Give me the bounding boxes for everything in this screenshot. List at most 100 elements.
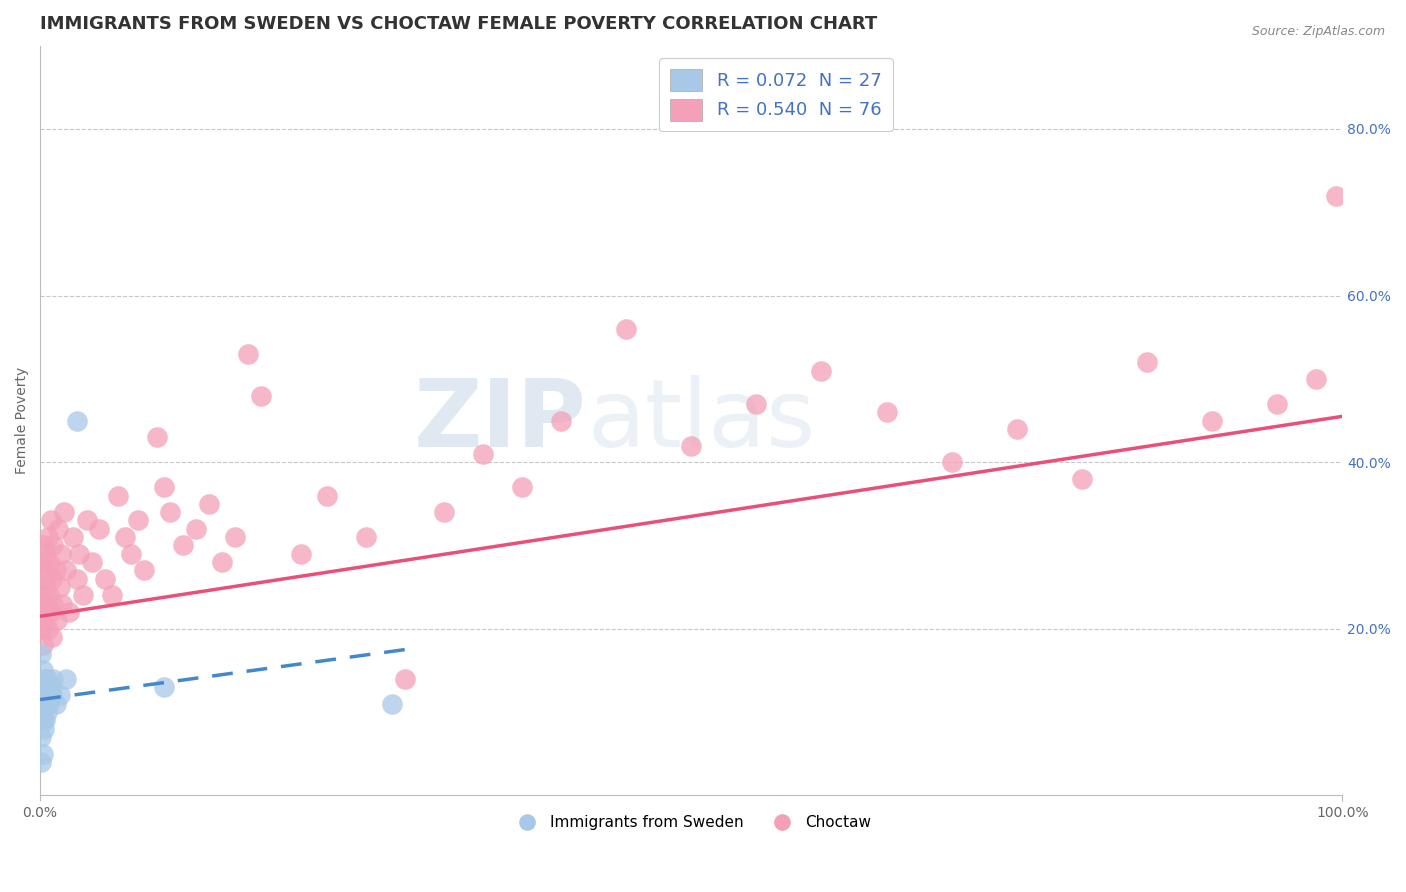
Point: [55, 672, 77, 686]
Point: [745, 397, 768, 411]
Point: [37, 622, 59, 636]
Point: [35, 597, 58, 611]
Point: [41, 689, 63, 703]
Point: [30, 755, 52, 769]
Point: [34, 714, 56, 728]
Point: [681, 438, 703, 452]
Point: [100, 589, 122, 603]
Legend: Immigrants from Sweden, Choctaw: Immigrants from Sweden, Choctaw: [506, 809, 877, 837]
Point: [41, 572, 63, 586]
Point: [30, 555, 52, 569]
Point: [30, 705, 52, 719]
Point: [32, 722, 55, 736]
Point: [315, 488, 337, 502]
Text: Source: ZipAtlas.com: Source: ZipAtlas.com: [1251, 25, 1385, 38]
Point: [198, 497, 221, 511]
Point: [211, 555, 233, 569]
Point: [38, 555, 60, 569]
Point: [159, 505, 181, 519]
Point: [471, 447, 494, 461]
Point: [35, 672, 58, 686]
Point: [153, 680, 176, 694]
Point: [550, 413, 572, 427]
Text: atlas: atlas: [588, 375, 815, 467]
Point: [31, 689, 53, 703]
Point: [381, 697, 404, 711]
Point: [238, 347, 260, 361]
Point: [34, 580, 56, 594]
Point: [72, 589, 94, 603]
Point: [48, 580, 70, 594]
Point: [35, 564, 58, 578]
Point: [614, 322, 637, 336]
Point: [30, 647, 52, 661]
Point: [48, 689, 70, 703]
Point: [153, 480, 176, 494]
Point: [1201, 413, 1223, 427]
Point: [31, 714, 53, 728]
Point: [172, 539, 194, 553]
Point: [39, 680, 62, 694]
Point: [42, 597, 65, 611]
Point: [32, 572, 55, 586]
Point: [114, 530, 136, 544]
Point: [37, 689, 59, 703]
Point: [30, 622, 52, 636]
Point: [67, 547, 90, 561]
Point: [52, 505, 75, 519]
Point: [39, 605, 62, 619]
Point: [35, 705, 58, 719]
Point: [107, 488, 129, 502]
Point: [290, 547, 312, 561]
Point: [62, 530, 84, 544]
Point: [1265, 397, 1288, 411]
Point: [876, 405, 898, 419]
Point: [31, 605, 53, 619]
Text: ZIP: ZIP: [415, 375, 588, 467]
Point: [30, 730, 52, 744]
Y-axis label: Female Poverty: Female Poverty: [15, 367, 30, 475]
Point: [34, 680, 56, 694]
Point: [58, 605, 80, 619]
Point: [37, 530, 59, 544]
Point: [510, 480, 533, 494]
Point: [134, 564, 156, 578]
Point: [186, 522, 208, 536]
Point: [31, 639, 53, 653]
Point: [49, 547, 72, 561]
Point: [1305, 372, 1327, 386]
Point: [55, 564, 77, 578]
Point: [94, 572, 117, 586]
Point: [1005, 422, 1028, 436]
Point: [1324, 188, 1347, 202]
Point: [46, 522, 69, 536]
Point: [65, 572, 87, 586]
Point: [34, 547, 56, 561]
Point: [38, 697, 60, 711]
Point: [31, 747, 53, 761]
Point: [32, 697, 55, 711]
Point: [941, 455, 963, 469]
Point: [65, 413, 87, 427]
Point: [146, 430, 169, 444]
Text: IMMIGRANTS FROM SWEDEN VS CHOCTAW FEMALE POVERTY CORRELATION CHART: IMMIGRANTS FROM SWEDEN VS CHOCTAW FEMALE…: [41, 15, 877, 33]
Point: [42, 539, 65, 553]
Point: [30, 680, 52, 694]
Point: [41, 630, 63, 644]
Point: [31, 664, 53, 678]
Point: [39, 514, 62, 528]
Point: [32, 539, 55, 553]
Point: [394, 672, 416, 686]
Point: [32, 672, 55, 686]
Point: [127, 514, 149, 528]
Point: [45, 564, 67, 578]
Point: [250, 388, 273, 402]
Point: [224, 530, 246, 544]
Point: [82, 555, 104, 569]
Point: [354, 530, 377, 544]
Point: [433, 505, 456, 519]
Point: [120, 547, 142, 561]
Point: [45, 697, 67, 711]
Point: [87, 522, 110, 536]
Point: [1070, 472, 1092, 486]
